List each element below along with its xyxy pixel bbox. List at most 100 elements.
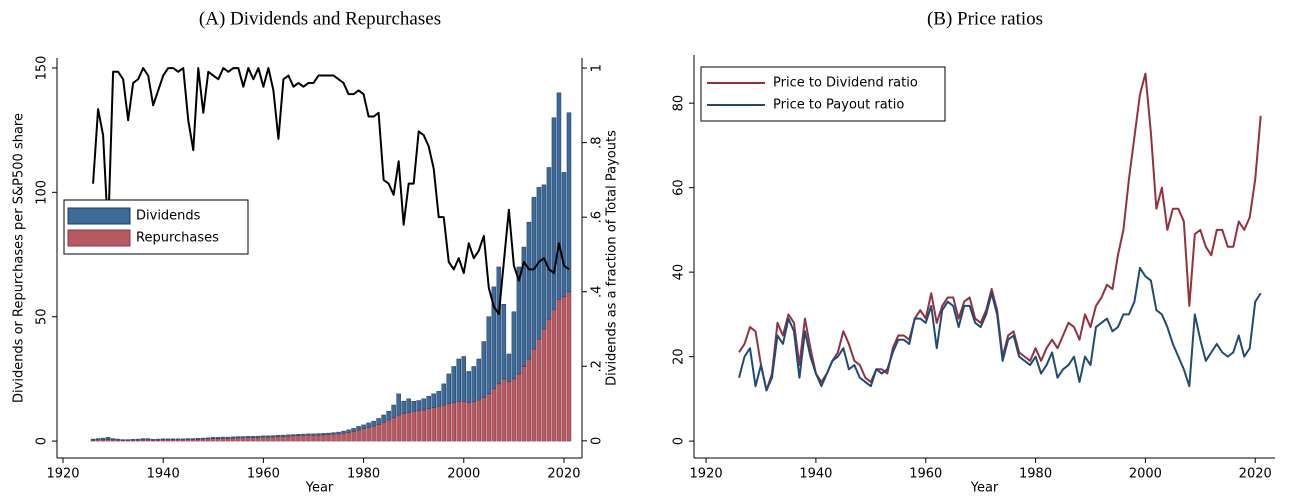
bar: [491, 388, 497, 442]
bar: [266, 436, 271, 442]
bar: [296, 435, 301, 442]
bar: [496, 383, 502, 442]
bar: [436, 391, 441, 407]
bar: [431, 407, 436, 442]
bar: [105, 437, 111, 440]
bar: [165, 438, 171, 441]
series-line: [738, 266, 1262, 392]
bar: [281, 436, 286, 442]
bar: [336, 431, 341, 435]
bar: [155, 438, 161, 441]
legend-swatch: [67, 207, 131, 225]
bar: [446, 373, 452, 405]
bar: [206, 437, 211, 440]
bar: [506, 381, 512, 442]
bar: [356, 426, 361, 431]
bar: [326, 432, 331, 435]
bar: [441, 404, 446, 442]
bar: [201, 438, 206, 442]
bar: [546, 318, 552, 442]
bar: [386, 410, 391, 421]
bar: [406, 412, 411, 442]
bar: [150, 439, 156, 441]
bar: [281, 434, 286, 437]
bar: [226, 438, 231, 442]
x-tick-label: 2000: [447, 467, 480, 482]
bar: [386, 419, 391, 442]
y2-tick-label: .8: [590, 136, 605, 148]
bar: [396, 414, 401, 442]
bar: [526, 358, 532, 442]
legend-swatch: [67, 229, 131, 247]
bar: [266, 435, 271, 438]
bar: [236, 437, 241, 442]
bar: [381, 422, 386, 442]
bar: [391, 417, 396, 442]
x-tick-label: 1960: [247, 467, 280, 482]
bar: [431, 393, 436, 408]
bar: [486, 316, 492, 395]
bar: [191, 438, 196, 440]
bar: [291, 435, 296, 442]
x-tick-label: 1980: [347, 467, 380, 482]
bar: [406, 398, 411, 413]
x-tick-label: 1940: [147, 467, 180, 482]
bar: [496, 266, 502, 385]
bar: [90, 438, 96, 441]
bar: [196, 439, 201, 442]
bar: [100, 437, 106, 441]
x-tick-label: 2020: [547, 467, 580, 482]
bar: [206, 438, 211, 442]
bar: [256, 435, 261, 438]
bar: [316, 433, 321, 436]
bar: [561, 172, 567, 298]
bar: [185, 438, 191, 440]
bar: [95, 438, 101, 441]
bar: [246, 437, 251, 442]
bar: [276, 436, 281, 442]
bar: [306, 433, 311, 436]
bar: [566, 291, 572, 442]
bar: [201, 437, 206, 440]
x-tick-label: 1920: [46, 467, 79, 482]
bar: [511, 311, 517, 380]
bar: [221, 436, 226, 439]
bar: [521, 246, 527, 367]
bar: [216, 437, 221, 439]
bar: [411, 401, 416, 412]
x-axis-label: Year: [305, 481, 334, 496]
bar: [461, 401, 467, 442]
bar: [246, 436, 251, 438]
bar: [276, 435, 281, 437]
bar: [271, 436, 276, 442]
bar: [501, 378, 507, 442]
bar: [516, 266, 522, 375]
bar: [221, 438, 226, 442]
x-axis-label: Year: [970, 481, 999, 496]
bar: [160, 438, 166, 441]
bar: [511, 378, 517, 442]
bar: [481, 341, 487, 398]
x-tick-label: 1960: [909, 467, 942, 482]
bar: [541, 328, 547, 442]
y-tick-label: 100: [35, 180, 50, 205]
bar: [551, 117, 557, 310]
bar: [436, 406, 441, 442]
bar: [391, 404, 396, 418]
bar: [486, 393, 492, 442]
legend-box: [700, 66, 946, 122]
bar: [321, 433, 326, 436]
x-tick-label: 2000: [1129, 467, 1162, 482]
x-tick-label: 2020: [1239, 467, 1272, 482]
bar: [416, 410, 421, 442]
y-tick-label: 50: [35, 308, 50, 325]
bar: [271, 435, 276, 438]
bar: [115, 438, 121, 441]
y-tick-label: 80: [672, 95, 687, 112]
bar: [536, 338, 542, 442]
bar: [466, 371, 472, 403]
bar: [341, 430, 346, 434]
bar: [476, 399, 482, 442]
bar: [296, 434, 301, 436]
y-tick-label: 150: [35, 56, 50, 81]
